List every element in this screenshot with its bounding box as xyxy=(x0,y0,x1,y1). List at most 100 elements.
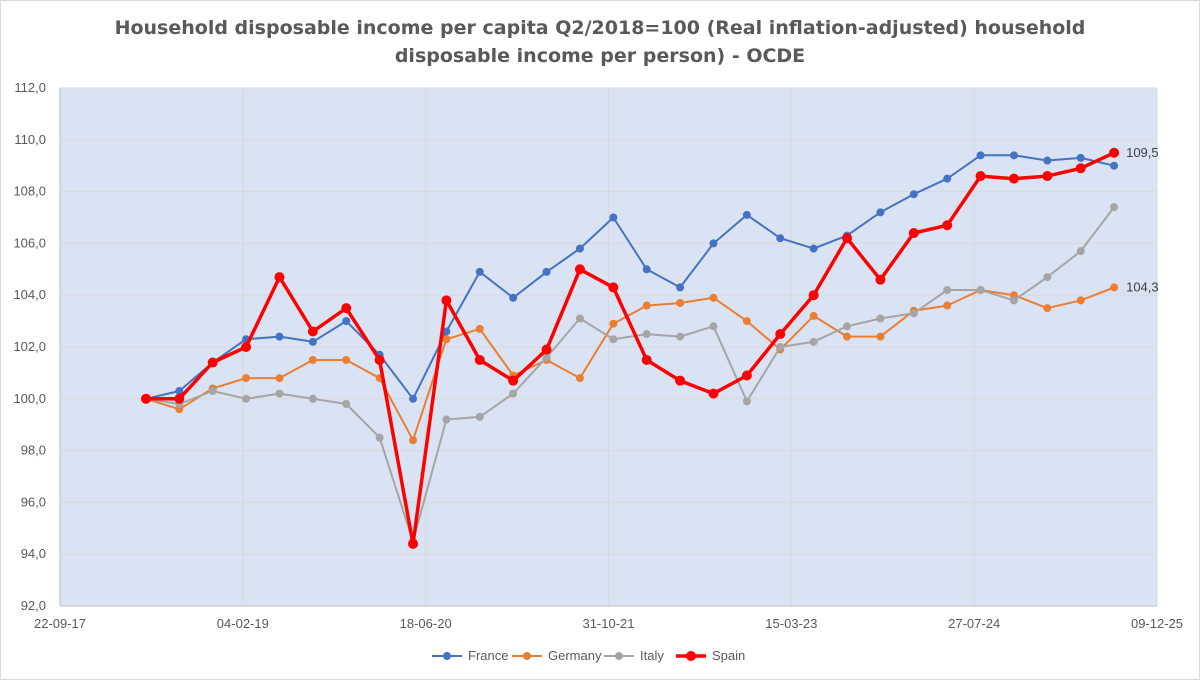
data-point-germany xyxy=(876,332,885,341)
data-point-spain xyxy=(508,375,519,386)
legend: France Germany Italy Spain xyxy=(432,648,745,663)
data-point-france xyxy=(1076,153,1085,162)
data-point-italy xyxy=(676,332,685,341)
data-point-france xyxy=(275,332,284,341)
chart-title: Household disposable income per capita Q… xyxy=(100,14,1100,70)
y-tick-label: 92,0 xyxy=(21,598,46,613)
data-point-france xyxy=(742,210,751,219)
data-point-france xyxy=(575,244,584,253)
data-labels: 109,5 104,3 xyxy=(1126,145,1159,295)
data-point-germany xyxy=(575,374,584,383)
legend-item-spain: Spain xyxy=(676,648,745,663)
data-point-spain xyxy=(1075,163,1086,174)
legend-swatch-marker xyxy=(615,652,623,660)
data-point-germany xyxy=(475,324,484,333)
series-line-spain xyxy=(145,151,1115,546)
data-point-spain xyxy=(608,282,619,293)
data-point-italy xyxy=(1110,203,1119,212)
data-point-germany xyxy=(242,374,251,383)
data-point-france xyxy=(509,293,518,302)
data-point-france xyxy=(709,239,718,248)
data-point-france xyxy=(909,190,918,199)
data-point-spain xyxy=(975,171,986,182)
data-point-germany xyxy=(308,355,317,364)
series-line-italy xyxy=(145,206,1115,543)
data-point-spain xyxy=(708,388,719,399)
data-point-italy xyxy=(909,309,918,318)
data-point-germany xyxy=(742,317,751,326)
data-point-italy xyxy=(442,415,451,424)
data-point-italy xyxy=(642,330,651,339)
data-point-spain xyxy=(207,357,218,368)
data-point-germany xyxy=(676,298,685,307)
data-point-france xyxy=(1043,156,1052,165)
data-point-italy xyxy=(976,286,985,295)
x-tick-label: 09-12-25 xyxy=(1131,616,1183,631)
data-point-italy xyxy=(843,322,852,331)
data-point-spain xyxy=(775,329,786,340)
chart-title-line-2: disposable income per person) - OCDE xyxy=(394,45,806,67)
data-point-italy xyxy=(709,322,718,331)
legend-swatch-marker xyxy=(523,652,531,660)
chart-title-line-1: Household disposable income per capita Q… xyxy=(114,17,1086,39)
data-point-spain xyxy=(474,354,485,365)
data-point-spain xyxy=(842,233,853,244)
data-point-italy xyxy=(475,412,484,421)
data-point-germany xyxy=(1076,296,1085,305)
series-line-germany xyxy=(145,286,1115,442)
data-point-germany xyxy=(943,301,952,310)
x-tick-label: 04-02-19 xyxy=(217,616,269,631)
data-point-spain xyxy=(307,326,318,337)
data-point-italy xyxy=(542,353,551,362)
legend-label: Spain xyxy=(712,648,745,663)
data-point-germany xyxy=(809,311,818,320)
y-axis-ticks: 92,0 94,0 96,0 98,0 100,0 102,0 104,0 106,0 108,… xyxy=(13,80,46,613)
data-point-spain xyxy=(541,344,552,355)
data-point-italy xyxy=(943,286,952,295)
data-point-germany xyxy=(342,355,351,364)
data-point-spain xyxy=(1008,173,1019,184)
gridlines xyxy=(59,87,1158,607)
data-point-spain xyxy=(641,354,652,365)
data-point-spain xyxy=(140,393,151,404)
data-point-spain xyxy=(174,393,185,404)
x-tick-label: 15-03-23 xyxy=(765,616,817,631)
data-point-france xyxy=(475,267,484,276)
data-point-france xyxy=(976,151,985,160)
data-point-germany xyxy=(642,301,651,310)
data-point-france xyxy=(342,317,351,326)
data-point-germany xyxy=(1110,283,1119,292)
data-point-germany xyxy=(709,293,718,302)
y-tick-label: 98,0 xyxy=(21,443,46,458)
data-point-spain xyxy=(675,375,686,386)
data-point-italy xyxy=(742,397,751,406)
x-axis-ticks: 22-09-17 04-02-19 18-06-20 31-10-21 15-03-23… xyxy=(34,616,1183,631)
data-point-france xyxy=(676,283,685,292)
series-france xyxy=(141,151,1119,403)
data-point-italy xyxy=(609,335,618,344)
data-point-italy xyxy=(1009,296,1018,305)
data-point-italy xyxy=(275,389,284,398)
data-point-germany xyxy=(409,436,418,445)
series-lines xyxy=(140,147,1120,549)
data-point-france xyxy=(809,244,818,253)
legend-item-germany: Germany xyxy=(512,648,602,663)
data-point-spain xyxy=(274,272,285,283)
series-spain xyxy=(140,147,1120,549)
data-point-spain xyxy=(374,354,385,365)
data-point-france xyxy=(442,327,451,336)
data-point-italy xyxy=(1043,273,1052,282)
data-point-france xyxy=(776,234,785,243)
data-point-france xyxy=(1110,161,1119,170)
data-point-spain xyxy=(408,538,419,549)
legend-label: Germany xyxy=(548,648,602,663)
x-tick-label: 22-09-17 xyxy=(34,616,86,631)
y-tick-label: 104,0 xyxy=(13,287,46,302)
x-tick-label: 31-10-21 xyxy=(582,616,634,631)
y-tick-label: 102,0 xyxy=(13,339,46,354)
data-point-france xyxy=(409,394,418,403)
data-label-spain: 109,5 xyxy=(1126,145,1159,160)
data-point-italy xyxy=(1076,247,1085,256)
data-point-spain xyxy=(241,342,252,352)
data-point-france xyxy=(943,174,952,183)
